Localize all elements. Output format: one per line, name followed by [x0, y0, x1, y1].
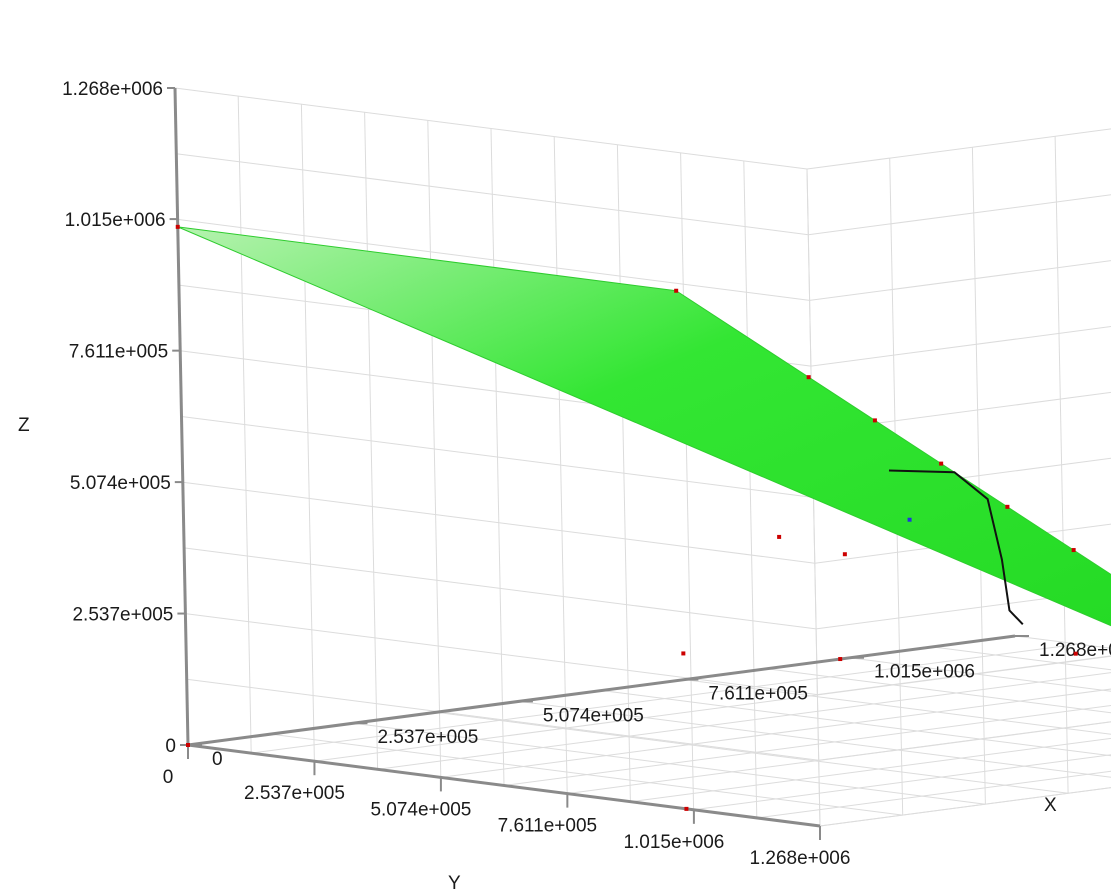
data-point — [681, 651, 686, 656]
plane-surface — [177, 226, 1111, 627]
axis-titles: X Y Z — [18, 415, 1057, 893]
grid-back-wall-line — [808, 194, 1111, 236]
data-point — [872, 418, 877, 423]
data-point — [838, 657, 843, 662]
z-tick-label: 1.268e+006 — [62, 79, 163, 100]
y-tick-label: 2.537e+005 — [244, 783, 345, 804]
x-axis-line — [187, 634, 1016, 747]
x-tick-label: 7.611e+005 — [708, 684, 808, 705]
grid-left-wall-line — [553, 136, 568, 794]
grid-floor-line — [567, 721, 1111, 795]
y-tick-label: 0 — [163, 767, 174, 788]
y-tick-label: 7.611e+005 — [498, 816, 598, 837]
x-tick-label: 2.537e+005 — [377, 727, 478, 748]
grid-back-wall-line — [806, 128, 1111, 170]
grid-floor-line — [693, 754, 1111, 811]
y-tick-label: 1.015e+006 — [623, 832, 724, 853]
data-point — [684, 806, 689, 811]
grid-back-wall-line — [809, 260, 1111, 301]
data-point — [907, 517, 912, 522]
grid-left-wall-line — [743, 160, 758, 818]
data-point — [777, 534, 782, 539]
data-point — [806, 375, 811, 380]
z-tick-label: 1.015e+006 — [65, 210, 166, 231]
grid-left-wall-line — [616, 144, 631, 802]
grid-floor-line — [849, 657, 1111, 692]
data-point — [674, 288, 679, 293]
z-tick-label: 7.611e+005 — [69, 342, 169, 363]
z-tick-label: 5.074e+005 — [70, 473, 171, 494]
y-axis-line — [187, 743, 821, 828]
grid-back-wall-line — [812, 391, 1111, 433]
z-tick-label: 2.537e+005 — [72, 605, 173, 626]
path-polyline — [888, 469, 1024, 625]
grid-floor-line — [819, 787, 1111, 827]
grid-left-wall-line — [174, 87, 808, 170]
x-tick-label: 5.074e+005 — [543, 705, 644, 726]
data-points — [175, 224, 1078, 811]
x-tick-label: 1.268e+006 — [1039, 640, 1111, 661]
data-point — [939, 461, 944, 466]
surface-triangle — [177, 226, 1111, 627]
path-line — [888, 469, 1024, 625]
data-point — [1073, 651, 1078, 656]
grid-left-wall-line — [177, 218, 810, 301]
grid-floor-line — [756, 770, 1111, 819]
x-axis-title: X — [1044, 795, 1057, 816]
x-tick-label: 1.015e+006 — [874, 662, 975, 683]
grid-back-wall-line — [817, 655, 1111, 696]
tick-labels: 0 2.537e+005 5.074e+005 7.611e+005 1.015e+00… — [62, 79, 1111, 869]
grid-floor-line — [503, 704, 1111, 786]
x-tick-label: 0 — [212, 749, 223, 770]
y-axis-title: Y — [448, 873, 461, 893]
data-point — [1071, 548, 1076, 553]
z-axis-title: Z — [18, 415, 30, 436]
grid-floor-line — [932, 646, 1111, 671]
grid-left-wall-line — [680, 152, 695, 810]
data-point — [1005, 504, 1010, 509]
grid-left-wall-line — [176, 153, 809, 236]
data-point — [175, 224, 180, 229]
grid-back-wall-line — [810, 326, 1111, 367]
grid-floor-line — [766, 668, 1111, 714]
y-tick-label: 1.268e+006 — [750, 848, 851, 869]
data-point — [842, 552, 847, 557]
y-tick-label: 5.074e+005 — [370, 799, 471, 820]
axes — [167, 87, 1029, 840]
z-axis-line — [173, 87, 190, 746]
grid-back-wall-line — [816, 589, 1111, 630]
grid-left-wall-line — [181, 416, 814, 498]
data-point — [186, 743, 190, 747]
grid-floor-line — [630, 737, 1111, 803]
z-tick-label: 0 — [165, 736, 176, 757]
grid-floor-line — [684, 679, 1111, 735]
